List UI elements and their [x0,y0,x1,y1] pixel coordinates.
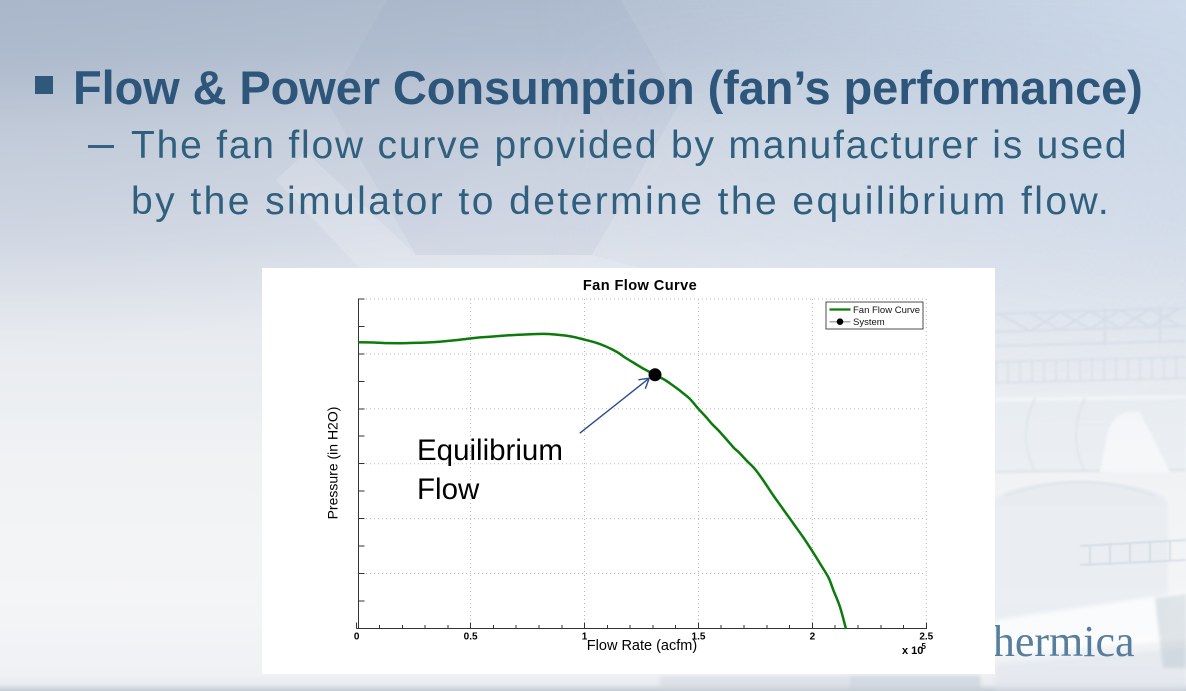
svg-text:System: System [853,317,885,328]
svg-text:0.5: 0.5 [464,631,478,642]
svg-text:Fan Flow Curve: Fan Flow Curve [853,305,920,316]
svg-text:Pressure (in H2O): Pressure (in H2O) [325,407,341,520]
svg-text:1.5: 1.5 [692,631,706,642]
svg-text:x 10: x 10 [902,645,923,657]
svg-text:5: 5 [922,642,927,651]
svg-text:1: 1 [582,631,588,642]
svg-text:Flow Rate (acfm): Flow Rate (acfm) [587,638,697,654]
svg-text:Equilibrium: Equilibrium [417,434,563,467]
svg-text:2: 2 [810,631,816,642]
svg-text:Flow: Flow [417,473,480,506]
svg-text:2.5: 2.5 [919,631,933,642]
svg-text:0: 0 [354,631,360,642]
svg-text:Fan Flow Curve: Fan Flow Curve [583,278,697,294]
